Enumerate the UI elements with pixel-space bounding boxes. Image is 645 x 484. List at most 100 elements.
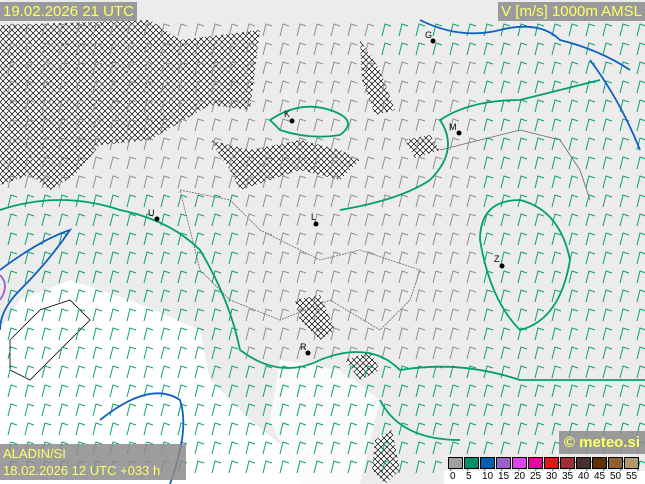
wind-barb — [245, 118, 256, 132]
wind-barb — [24, 403, 35, 417]
wind-barb — [330, 270, 341, 284]
wind-barb — [160, 175, 171, 189]
wind-barb — [415, 251, 426, 265]
wind-barb — [381, 327, 392, 341]
wind-barb — [58, 23, 69, 37]
wind-barb — [262, 346, 273, 360]
wind-barb — [483, 80, 494, 94]
wind-barb — [415, 118, 426, 132]
wind-barb — [58, 175, 69, 189]
wind-barb — [364, 61, 375, 75]
wind-barb — [109, 80, 120, 94]
wind-barb — [211, 194, 222, 208]
legend-tick: 30 — [546, 471, 558, 482]
wind-barb — [126, 346, 137, 360]
wind-barb — [568, 346, 579, 360]
wind-barb — [364, 137, 375, 151]
wind-barb — [534, 175, 545, 189]
wind-barb — [194, 422, 205, 436]
wind-barb — [160, 118, 171, 132]
wind-barb — [177, 118, 188, 132]
wind-barb — [398, 270, 409, 284]
wind-barb — [534, 308, 545, 322]
wind-barb — [330, 61, 341, 75]
wind-barb — [92, 80, 103, 94]
wind-barb — [109, 156, 120, 170]
legend-tick: 15 — [498, 471, 510, 482]
wind-barb — [228, 384, 239, 398]
wind-barb — [7, 327, 18, 341]
wind-barb — [228, 156, 239, 170]
wind-barb — [602, 213, 613, 227]
wind-barb — [313, 346, 324, 360]
wind-barb — [585, 23, 596, 37]
wind-barb — [517, 346, 528, 360]
wind-barb — [296, 251, 307, 265]
wind-barb — [245, 460, 256, 474]
wind-barb — [568, 118, 579, 132]
wind-barb — [466, 175, 477, 189]
wind-barb — [262, 42, 273, 56]
wind-barb — [211, 118, 222, 132]
wind-barb — [585, 156, 596, 170]
wind-barb — [466, 232, 477, 246]
valid-time: 19.02.2026 21 UTC — [0, 2, 137, 21]
wind-barb — [449, 137, 460, 151]
wind-barb — [364, 232, 375, 246]
wind-barb — [500, 61, 511, 75]
wind-barb — [483, 403, 494, 417]
wind-barb — [466, 61, 477, 75]
wind-barb — [466, 308, 477, 322]
wind-barb — [143, 194, 154, 208]
wind-barb — [585, 365, 596, 379]
wind-barb — [245, 99, 256, 113]
wind-barb — [279, 118, 290, 132]
wind-barbs — [7, 23, 645, 474]
legend-tick: 10 — [482, 471, 494, 482]
wind-barb — [432, 175, 443, 189]
wind-barb — [483, 137, 494, 151]
legend-tick: 0 — [450, 471, 456, 482]
wind-barb — [160, 99, 171, 113]
wind-barb — [619, 289, 630, 303]
wind-barb — [24, 80, 35, 94]
wind-barb — [58, 99, 69, 113]
wind-barb — [296, 194, 307, 208]
wind-barb — [347, 251, 358, 265]
wind-barb — [177, 289, 188, 303]
wind-barb — [415, 194, 426, 208]
wind-barb — [483, 422, 494, 436]
wind-barb — [262, 80, 273, 94]
wind-barb — [534, 403, 545, 417]
wind-barb — [75, 251, 86, 265]
wind-barb — [194, 346, 205, 360]
wind-barb — [126, 308, 137, 322]
wind-barb — [279, 42, 290, 56]
wind-barb — [313, 156, 324, 170]
wind-barb — [381, 251, 392, 265]
wind-barb — [432, 42, 443, 56]
wind-barb — [109, 308, 120, 322]
wind-barb — [330, 175, 341, 189]
wind-barb — [398, 365, 409, 379]
wind-barb — [262, 213, 273, 227]
wind-barb — [585, 232, 596, 246]
wind-barb — [636, 270, 645, 284]
wind-barb — [194, 99, 205, 113]
wind-barb — [143, 23, 154, 37]
wind-barb — [330, 308, 341, 322]
wind-barb — [602, 289, 613, 303]
wind-barb — [381, 156, 392, 170]
legend-swatch — [608, 457, 623, 469]
wind-barb — [449, 346, 460, 360]
wind-barb — [449, 441, 460, 455]
wind-barb — [92, 137, 103, 151]
wind-barb — [619, 80, 630, 94]
wind-barb — [415, 403, 426, 417]
wind-barb — [279, 175, 290, 189]
wind-barb — [483, 441, 494, 455]
wind-barb — [636, 308, 645, 322]
wind-barb — [177, 175, 188, 189]
wind-barb — [466, 156, 477, 170]
wind-barb — [534, 23, 545, 37]
